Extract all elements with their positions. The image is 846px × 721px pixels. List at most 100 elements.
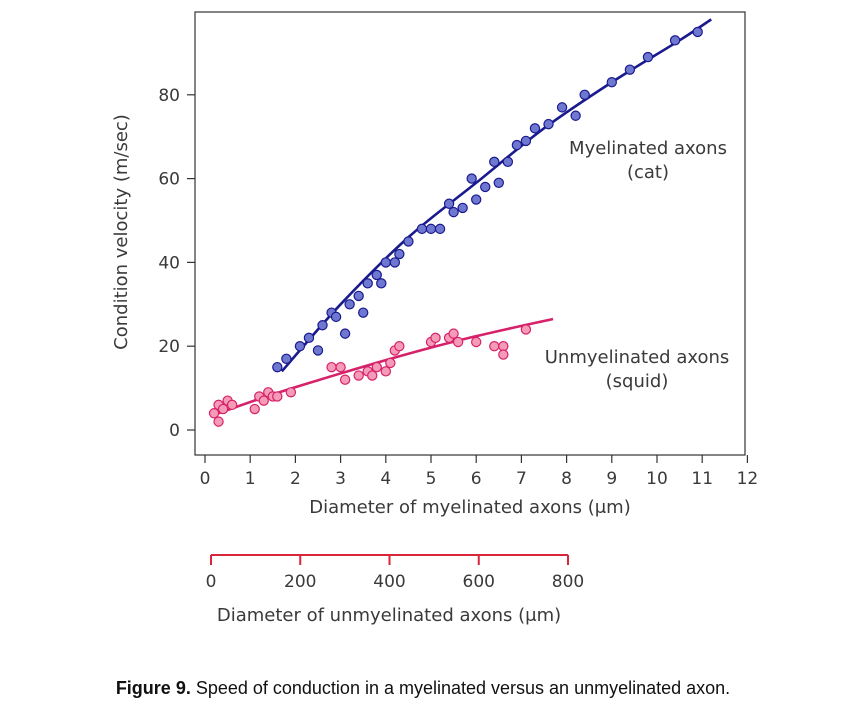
- unmyelinated-data-point: [452, 336, 464, 348]
- x-tick-label: 6: [471, 469, 482, 489]
- myelinated-data-point: [380, 257, 391, 268]
- myelinated-data-point: [511, 139, 523, 151]
- y-axis: 0 20 40 60 80: [158, 86, 195, 441]
- secondary-tick-label: 400: [373, 572, 405, 592]
- unmyelinated-data-point: [430, 332, 441, 344]
- unmyelinated-data-point: [285, 387, 297, 398]
- figure-caption: Figure 9. Speed of conduction in a myeli…: [0, 678, 846, 699]
- myelinated-data-point: [489, 156, 500, 168]
- y-tick-label: 60: [158, 170, 180, 190]
- myelinated-data-point: [493, 177, 504, 188]
- myelinated-data-point: [416, 223, 428, 235]
- myelinated-data-point: [448, 206, 459, 218]
- unmyelinated-data-point: [448, 328, 459, 339]
- x-tick-label: 4: [380, 469, 391, 489]
- y-tick-label: 80: [158, 86, 180, 106]
- y-axis-label: Condition velocity (m/sec): [111, 114, 132, 350]
- myelinated-data-point: [606, 77, 618, 88]
- unmyelinated-data-point: [258, 395, 269, 406]
- x-tick-label: 5: [426, 469, 437, 489]
- unmyelinated-data-point: [213, 416, 224, 427]
- myelinated-data-point: [389, 257, 401, 268]
- myelinated-data-point: [362, 278, 373, 289]
- myelinated-data-point: [317, 320, 328, 331]
- myelinated-data-point: [579, 89, 590, 101]
- secondary-x-axis: 0 200 400 600 800: [206, 554, 584, 592]
- x-tick-label: 8: [561, 469, 572, 489]
- y-tick-label: 0: [169, 421, 180, 441]
- myelinated-data-point: [642, 51, 654, 63]
- series-label-unmyelinated-line1: Unmyelinated axons: [545, 347, 730, 368]
- x-tick-label: 1: [245, 469, 256, 489]
- unmyelinated-data-point: [520, 324, 532, 335]
- myelinated-data-point: [371, 269, 382, 281]
- myelinated-data-point: [466, 173, 477, 184]
- x-tick-label: 7: [516, 469, 527, 489]
- myelinated-data-point: [471, 194, 482, 205]
- myelinated-data-point: [394, 248, 405, 260]
- myelinated-data-point: [272, 361, 283, 373]
- myelinated-data-point: [543, 118, 554, 130]
- unmyelinated-data-point: [380, 366, 391, 377]
- unmyelinated-data-point: [326, 361, 337, 373]
- myelinated-data-point: [520, 135, 532, 147]
- unmyelinated-data-point: [217, 403, 229, 415]
- unmyelinated-data-point: [339, 374, 351, 385]
- myelinated-data-point: [480, 181, 491, 193]
- x-axis: 0 1 2 3 4 5 6 7 8 9 10 11 12: [200, 455, 759, 489]
- myelinated-data-point: [376, 278, 387, 289]
- y-tick-label: 40: [158, 253, 180, 273]
- x-tick-label: 3: [335, 469, 346, 489]
- unmyelinated-data-point: [335, 361, 346, 373]
- myelinated-data-point: [434, 223, 446, 235]
- myelinated-data-point: [353, 290, 364, 302]
- myelinated-data-point: [570, 110, 581, 121]
- myelinated-data-point: [358, 307, 369, 318]
- x-tick-label: 12: [737, 469, 759, 489]
- data-points: [208, 26, 703, 427]
- x-tick-label: 0: [200, 469, 211, 489]
- myelinated-data-point: [624, 64, 636, 75]
- secondary-axis-label: Diameter of unmyelinated axons (μm): [217, 605, 561, 626]
- x-axis-label: Diameter of myelinated axons (μm): [309, 497, 631, 518]
- myelinated-data-point: [403, 236, 414, 247]
- myelinated-data-point: [281, 353, 292, 364]
- unmyelinated-data-point: [498, 349, 509, 360]
- unmyelinated-data-point: [385, 357, 396, 369]
- unmyelinated-data-point: [471, 336, 482, 348]
- myelinated-data-point: [443, 198, 455, 209]
- unmyelinated-data-point: [208, 408, 220, 419]
- y-tick-label: 20: [158, 337, 180, 357]
- series-label-unmyelinated-line2: (squid): [606, 371, 669, 392]
- series-label-myelinated-line2: (cat): [627, 162, 669, 183]
- myelinated-data-point: [425, 223, 437, 235]
- caption-label: Figure 9.: [115, 678, 191, 698]
- plot-frame: [194, 11, 746, 456]
- myelinated-data-point: [294, 341, 306, 352]
- myelinated-data-point: [669, 35, 681, 46]
- unmyelinated-data-point: [353, 370, 364, 381]
- unmyelinated-data-point: [249, 403, 260, 415]
- myelinated-data-point: [312, 345, 324, 356]
- secondary-tick-label: 600: [463, 572, 495, 592]
- x-tick-label: 10: [646, 469, 668, 489]
- myelinated-data-point: [303, 332, 315, 344]
- myelinated-data-point: [344, 299, 355, 310]
- unmyelinated-data-point: [272, 391, 283, 402]
- caption-text: Speed of conduction in a myelinated vers…: [190, 678, 731, 698]
- myelinated-data-point: [339, 328, 351, 339]
- unmyelinated-data-point: [371, 361, 382, 373]
- myelinated-data-point: [692, 26, 703, 38]
- unmyelinated-data-point: [394, 341, 405, 352]
- unmyelinated-data-point: [226, 399, 238, 411]
- secondary-tick-label: 200: [284, 572, 316, 592]
- myelinated-data-point: [330, 311, 342, 323]
- myelinated-trend-line: [280, 18, 712, 373]
- series-label-myelinated-line1: Myelinated axons: [569, 138, 727, 159]
- myelinated-data-point: [556, 102, 568, 113]
- x-tick-label: 2: [290, 469, 301, 489]
- myelinated-data-point: [457, 202, 468, 214]
- secondary-tick-label: 800: [552, 572, 584, 592]
- unmyelinated-data-point: [367, 370, 378, 381]
